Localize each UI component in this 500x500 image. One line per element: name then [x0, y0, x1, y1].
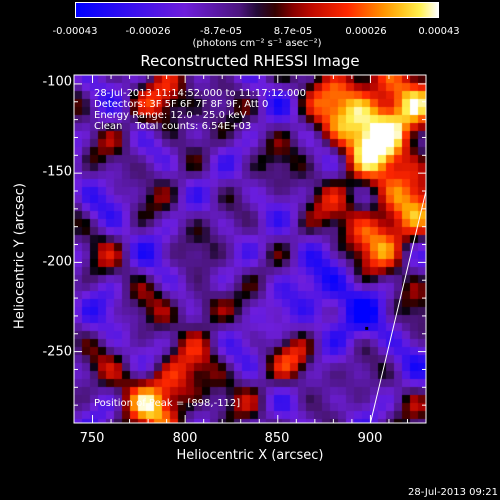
y-tick-label: -150 — [42, 164, 72, 180]
y-tick-label: -250 — [42, 344, 72, 360]
x-tick-label: 850 — [264, 431, 290, 446]
colorbar-tick: -0.00026 — [125, 26, 171, 37]
x-tick-label: 800 — [172, 431, 198, 446]
x-axis-label: Heliocentric X (arcsec) — [176, 448, 324, 463]
chart-title: Reconstructed RHESSI Image — [140, 52, 360, 70]
colorbar-tick: 0.00026 — [345, 26, 387, 37]
colorbar-tick: -8.7e-05 — [200, 26, 242, 37]
colorbar-tick: 0.00043 — [418, 26, 460, 37]
plot-timestamp: 28-Jul-2013 09:21 — [407, 487, 498, 498]
energy-range-annotation: Energy Range: 12.0 - 25.0 keV — [94, 110, 247, 121]
colorbar-tick: 8.7e-05 — [273, 26, 313, 37]
y-tick-label: -200 — [42, 254, 72, 270]
colorbar — [75, 2, 439, 18]
detectors-annotation: Detectors: 3F 5F 6F 7F 8F 9F, Att 0 — [94, 99, 269, 110]
y-tick-label: -100 — [42, 74, 72, 90]
time-range-annotation: 28-Jul-2013 11:14:52.000 to 11:17:12.000 — [94, 88, 306, 99]
colorbar-tick: -0.00043 — [52, 26, 98, 37]
plot-area — [74, 75, 426, 423]
colorbar-unit-label: (photons cm⁻² s⁻¹ asec⁻²) — [192, 38, 322, 49]
peak-position-annotation: Position of Peak = [898,-112] — [94, 398, 241, 409]
peak-marker — [365, 326, 369, 330]
x-tick-label: 900 — [357, 431, 383, 446]
y-axis-label: Heliocentric Y (arcsec) — [12, 183, 28, 329]
heatmap-image — [74, 75, 426, 423]
solar-limb-line — [369, 190, 427, 424]
clean-counts-annotation: Clean Total counts: 6.54E+03 — [94, 121, 252, 132]
x-tick-label: 750 — [79, 431, 105, 446]
plot-frame — [73, 74, 427, 424]
